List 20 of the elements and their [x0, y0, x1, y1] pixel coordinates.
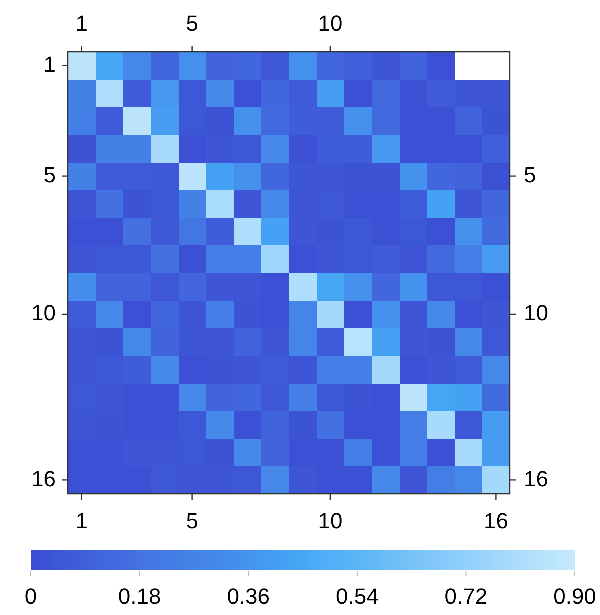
x-tick-label: 5: [186, 508, 198, 534]
y-tick-label: 10: [32, 300, 56, 326]
x-tick-label: 1: [76, 508, 88, 534]
y-tick-label: 16: [32, 466, 56, 492]
x2-tick-label: 5: [186, 10, 198, 36]
y-tick-label: 1: [44, 52, 56, 77]
x2-tick-label: 10: [318, 10, 343, 36]
color-bar-label: 0.18: [118, 584, 162, 610]
color-bar-label: 0: [24, 584, 38, 610]
x2-tick-label: 1: [76, 10, 88, 36]
color-bar-label: 0.90: [554, 584, 596, 610]
color-bar-label: 0.54: [336, 584, 379, 610]
x-tick-label: 10: [318, 508, 343, 534]
y2-tick-label: 16: [524, 466, 548, 492]
x-tick-label: 16: [484, 508, 508, 534]
color-bar-label: 0.36: [227, 584, 270, 610]
color-bar-label: 0.72: [444, 584, 488, 610]
y2-tick-label: 10: [524, 300, 548, 326]
y-tick-label: 5: [44, 162, 56, 188]
y2-tick-label: 5: [524, 162, 536, 188]
